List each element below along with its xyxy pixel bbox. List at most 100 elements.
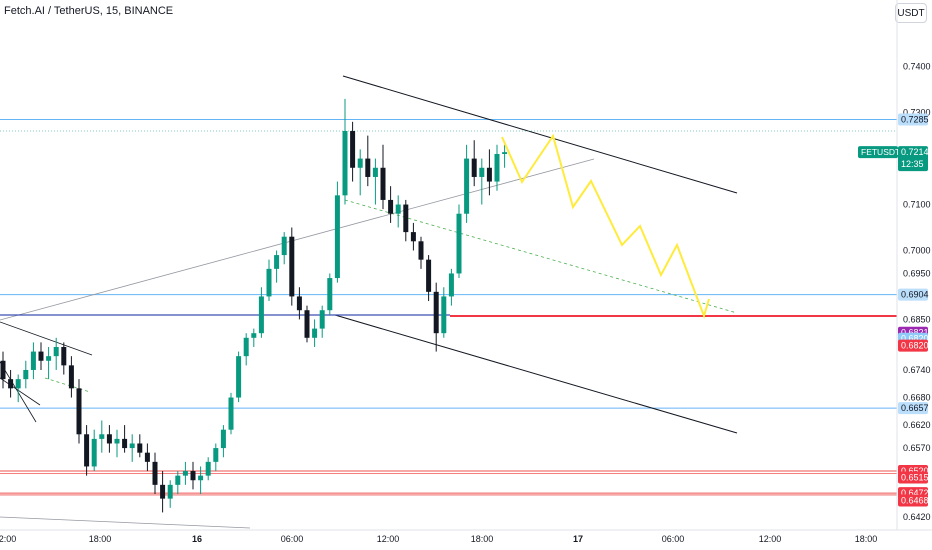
price-badges: 0.72850.69040.68210.68200.68200.66570.65… (898, 113, 929, 507)
last-price-symbol: FETUSDT (861, 147, 900, 157)
price-badge-text: 0.7285 (901, 115, 929, 125)
time-tick: 06:00 (281, 534, 304, 544)
price-badge-text: 0.6904 (901, 290, 929, 300)
candle-body (365, 158, 371, 177)
candle-body (68, 365, 74, 389)
candle-body (152, 461, 158, 485)
drawing-lines (0, 75, 897, 529)
price-badge-text: 0.6472 (901, 488, 929, 498)
candle-body (448, 273, 454, 297)
last-price-tag: 0.7214 12:35 (898, 146, 929, 172)
price-badge: 0.6515 (898, 471, 929, 484)
candle-body (471, 158, 477, 177)
bottom-trend-line[interactable] (0, 516, 251, 529)
candle-body (76, 388, 82, 435)
price-badge-text: 0.6820 (901, 341, 929, 351)
candle-body (30, 351, 36, 370)
candle-body (266, 268, 272, 297)
price-tick: 0.6420 (903, 512, 931, 522)
candle-body (53, 346, 59, 357)
candle-body (441, 296, 447, 334)
candle-body (144, 452, 150, 462)
candle-body (274, 255, 280, 269)
candle-body (46, 356, 52, 361)
candle-body (91, 438, 97, 467)
symbol-title: Fetch.AI / TetherUS, 15, BINANCE (4, 5, 174, 17)
price-badge-text: 0.6820 (901, 334, 929, 344)
candle-body (395, 204, 401, 214)
candle-body (228, 397, 234, 430)
last-price-label: FETUSDT 0.7214 12:35 (858, 146, 929, 172)
rising-trend-line[interactable] (0, 158, 595, 321)
time-tick: 18:00 (471, 534, 494, 544)
candle-body (380, 167, 386, 200)
candle-body (350, 131, 356, 168)
left-dashed-line[interactable] (44, 377, 91, 393)
candle-body (182, 471, 188, 476)
projection-path[interactable] (501, 133, 710, 320)
price-tick: 0.7100 (903, 200, 931, 210)
candle-body (0, 360, 6, 380)
price-badge: 0.7285 (898, 113, 929, 126)
candle-body (486, 167, 492, 182)
currency-unit-button[interactable]: USDT (895, 3, 927, 23)
time-tick: 12:00 (0, 534, 16, 544)
candle-body (38, 351, 44, 361)
candle-body (494, 153, 500, 182)
last-price-symbol-tag: FETUSDT (858, 146, 900, 159)
candle-body (84, 434, 90, 467)
time-tick: 18:00 (855, 534, 878, 544)
candle-body (122, 438, 128, 449)
last-price-countdown: 12:35 (901, 159, 924, 169)
time-tick: 18:00 (89, 534, 112, 544)
price-tick: 0.6740 (903, 365, 931, 375)
candle-body (190, 471, 196, 481)
price-badge-text: 0.6515 (901, 472, 929, 482)
candle-body (15, 379, 21, 389)
candle-body (99, 434, 105, 439)
candle-body (319, 310, 325, 329)
candle-body (372, 167, 378, 177)
candle-body (342, 131, 348, 196)
candle-body (8, 379, 14, 389)
time-tick: 06:00 (662, 534, 685, 544)
candle-body (258, 296, 264, 334)
candle-body (289, 236, 295, 297)
dashed-midline[interactable] (344, 199, 738, 314)
horizontal-levels (0, 119, 897, 496)
last-price-value: 0.7214 (901, 147, 929, 157)
price-tick: 0.7400 (903, 62, 931, 72)
candle-body (175, 475, 181, 485)
candle-body (281, 236, 287, 256)
candle-body (114, 438, 120, 444)
price-badge: 0.6820 (898, 339, 929, 352)
price-tick: 0.7300 (903, 108, 931, 118)
left-channel-upper[interactable] (0, 321, 93, 356)
candle-body (160, 484, 166, 499)
candle-body (106, 434, 112, 444)
time-tick: 16 (192, 534, 202, 544)
candle-body (388, 199, 394, 214)
time-tick: 17 (573, 534, 583, 544)
price-badge-text: 0.6657 (901, 403, 929, 413)
lower-channel-line[interactable] (334, 314, 738, 434)
candle-body (418, 241, 424, 260)
candle-body (334, 195, 340, 279)
candle-body (213, 448, 219, 462)
candle-body (456, 213, 462, 274)
candle-body (205, 461, 211, 476)
candle-body (410, 232, 416, 242)
candle-body (312, 328, 318, 338)
candle-body (502, 152, 508, 154)
left-channel-diag[interactable] (0, 377, 41, 406)
price-tick: 0.6950 (903, 268, 931, 278)
candle-body (61, 346, 67, 366)
candle-body (327, 278, 333, 311)
candles (0, 98, 508, 513)
candle-body (23, 369, 29, 380)
candle-body (129, 443, 135, 449)
candle-body (243, 337, 249, 357)
upper-channel-line[interactable] (342, 75, 738, 194)
candle-body (251, 333, 257, 338)
